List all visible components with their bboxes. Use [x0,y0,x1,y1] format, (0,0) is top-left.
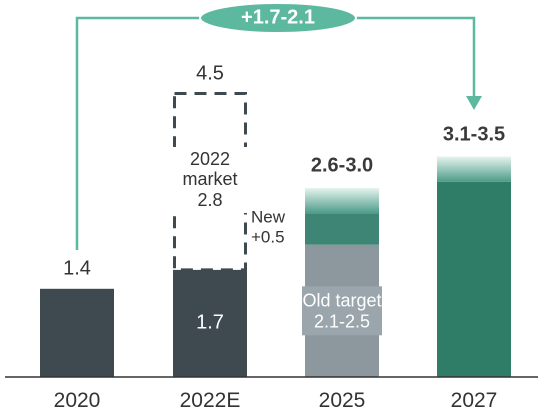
new-bar [305,213,379,245]
range-label: 2.6-3.0 [310,154,374,177]
annotation-label: +1.7-2.1 [241,6,315,29]
label-part: Old target [302,290,382,311]
label-part: New [251,207,286,227]
bar [173,269,247,377]
range-bar [305,188,379,214]
value-label: 1.4 [63,257,91,280]
range-label: 3.1-3.5 [442,123,506,145]
label-part: 2022 market [182,148,238,190]
value-label: 1.7 [196,311,224,334]
market-label: 2022 market 2.8 [170,146,250,213]
bar [40,288,114,377]
label-part: +0.5 [251,227,285,246]
label-part: 2.1-2.5 [313,311,371,331]
x-tick-label: 2022E [179,388,241,412]
annotation-arrow [466,96,482,110]
x-tick-label: 2025 [318,388,366,412]
range-bar [437,156,511,182]
new-label: New +0.5 [251,207,286,247]
x-tick-label: 2027 [450,388,498,412]
annotation-bubble [199,2,357,34]
x-tick-label: 2020 [53,388,101,412]
label-part: 2.8 [197,190,223,211]
old-label: Old target 2.1-2.5 [302,286,382,336]
bar [437,181,511,377]
total-label: 4.5 [196,62,224,84]
